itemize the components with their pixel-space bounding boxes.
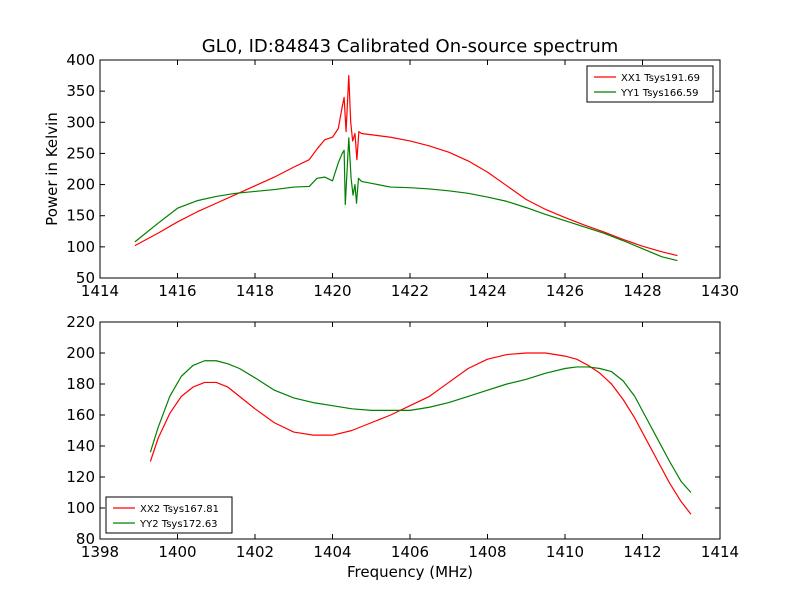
- bottom-x-tick-label: 1412: [623, 543, 661, 561]
- top-x-tick-label: 1422: [391, 282, 429, 300]
- top-x-tick-label: 1430: [701, 282, 739, 300]
- top-legend: XX1 Tsys191.69 YY1 Tsys166.59: [586, 65, 714, 103]
- top-y-tick-label: 300: [66, 113, 95, 131]
- top-x-tick-label: 1424: [468, 282, 506, 300]
- bottom-legend-label-1: XX2 Tsys167.81: [140, 504, 219, 515]
- top-series-line-2: [134, 137, 678, 262]
- bottom-series-line-2: [149, 360, 692, 493]
- bottom-x-tick-label: 1410: [546, 543, 584, 561]
- top-y-tick-label: 250: [66, 144, 95, 162]
- top-y-tick-label: 350: [66, 82, 95, 100]
- top-series-line-1: [134, 74, 678, 257]
- bottom-y-tick-label: 100: [66, 499, 95, 517]
- top-x-tick-label: 1428: [623, 282, 661, 300]
- bottom-y-tick-label: 160: [66, 406, 95, 424]
- top-y-tick-label: 150: [66, 207, 95, 225]
- top-x-tick-label: 1418: [236, 282, 274, 300]
- chart-title: GL0, ID:84843 Calibrated On-source spect…: [202, 36, 619, 57]
- top-y-tick-label: 100: [66, 238, 95, 256]
- bottom-x-tick-label: 1406: [391, 543, 429, 561]
- top-y-tick-label: 50: [76, 269, 95, 287]
- bottom-x-tick-label: 1402: [236, 543, 274, 561]
- bottom-y-tick-label: 220: [66, 313, 95, 331]
- top-y-axis-label: Power in Kelvin: [43, 112, 61, 226]
- bottom-y-tick-label: 120: [66, 468, 95, 486]
- bottom-series-line-1: [149, 352, 692, 515]
- bottom-y-tick-label: 80: [76, 530, 95, 548]
- bottom-x-tick-label: 1414: [701, 543, 739, 561]
- top-legend-label-1: XX1 Tsys191.69: [621, 73, 700, 84]
- top-y-tick-label: 200: [66, 176, 95, 194]
- bottom-legend: XX2 Tsys167.81 YY2 Tsys172.63: [105, 496, 233, 534]
- top-x-tick-label: 1416: [158, 282, 196, 300]
- bottom-y-tick-label: 200: [66, 344, 95, 362]
- top-x-tick-label: 1414: [81, 282, 119, 300]
- bottom-panel: 1398 1400 1402 1404 1406 1408 1410 1412 1414 80 10…: [66, 313, 739, 561]
- bottom-legend-box: [105, 496, 233, 534]
- bottom-y-tick-label: 180: [66, 375, 95, 393]
- top-legend-box: [586, 65, 714, 103]
- bottom-y-tick-label: 140: [66, 437, 95, 455]
- top-y-tick-label: 400: [66, 51, 95, 69]
- bottom-x-tick-label: 1400: [158, 543, 196, 561]
- bottom-x-tick-label: 1404: [313, 543, 351, 561]
- bottom-legend-label-2: YY2 Tsys172.63: [139, 519, 218, 530]
- top-panel: 1414 1416 1418 1420 1422 1424 1426 1428 1430 50 10…: [43, 51, 739, 300]
- top-legend-label-2: YY1 Tsys166.59: [620, 88, 699, 99]
- x-axis-label: Frequency (MHz): [347, 563, 473, 581]
- bottom-x-tick-label: 1398: [81, 543, 119, 561]
- top-x-tick-label: 1426: [546, 282, 584, 300]
- bottom-x-tick-label: 1408: [468, 543, 506, 561]
- top-x-tick-label: 1420: [313, 282, 351, 300]
